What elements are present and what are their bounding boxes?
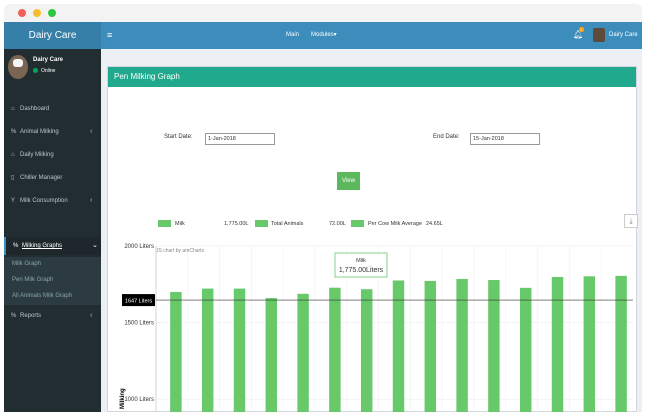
y-axis-title: Milking xyxy=(120,388,126,409)
legend-swatch-per-cow-average[interactable] xyxy=(351,220,364,227)
bar xyxy=(583,276,596,412)
bar xyxy=(551,276,564,412)
sidebar-item-label: Dashboard xyxy=(20,106,50,112)
sidebar-item-label: Chiller Manager xyxy=(20,175,63,181)
brand-logo[interactable]: Dairy Care xyxy=(4,22,101,49)
profile-avatar xyxy=(8,55,28,79)
end-date-input[interactable]: 15-Jan-2018 xyxy=(470,133,540,145)
window-titlebar xyxy=(4,4,642,22)
milking-graphs-submenu: Milk Graph Pen Milk Graph All Animals Mi… xyxy=(4,257,101,305)
legend-value-total-animals: 72.00L xyxy=(329,221,346,227)
sidebar: Dairy Care Online ⌂ Dashboard % Animal M… xyxy=(4,49,101,412)
legend-swatch-total-animals[interactable] xyxy=(255,220,268,227)
sidebar-item-dashboard[interactable]: ⌂ Dashboard xyxy=(4,100,101,118)
filter-icon: Y xyxy=(11,198,16,204)
tooltip-box xyxy=(334,252,388,278)
legend-value-per-cow-average: 24.65L xyxy=(426,221,443,227)
chart-credit: JS chart by amCharts xyxy=(156,248,205,254)
sidebar-item-label: Daily Milking xyxy=(20,152,54,158)
end-date-label: End Date: xyxy=(433,134,460,140)
submenu-item-milk-graph[interactable]: Milk Graph xyxy=(12,261,42,267)
nav-modules-dropdown[interactable]: Modules▾ xyxy=(311,32,337,38)
bar xyxy=(488,280,500,412)
bell-icon[interactable]: 🔔︎ xyxy=(573,30,584,39)
bar xyxy=(201,288,214,412)
nav-main-link[interactable]: Main xyxy=(286,32,300,38)
app: Dairy Care ≡ Main Modules▾ 🔔︎ 1 Dairy Ca… xyxy=(4,22,642,412)
cursor-value-label: 1647 Liters xyxy=(125,298,152,304)
milk-bar-chart: 2000 Liters 1500 Liters 1000 Liters 1647 Li… xyxy=(120,244,633,412)
download-icon[interactable]: ⤓ xyxy=(624,214,638,228)
notification-badge: 1 xyxy=(579,27,584,32)
legend-label-per-cow-average: Per Cow Milk Average xyxy=(368,221,423,227)
submenu-item-all-animals-milk-graph[interactable]: All Animals Milk Graph xyxy=(12,293,73,299)
tooltip-series: Milk xyxy=(356,258,366,264)
bar xyxy=(424,280,437,412)
sidebar-item-label: Milking Graphs xyxy=(22,243,63,249)
sidebar-item-label: Animal Milking xyxy=(20,129,59,135)
bar xyxy=(615,275,627,412)
minimize-window-icon[interactable] xyxy=(33,9,41,17)
bar xyxy=(519,287,532,412)
pen-milking-graph-panel: Pen Milking Graph Start Date: 1-Jan-2018… xyxy=(107,66,638,412)
start-date-input[interactable]: 1-Jan-2018 xyxy=(205,133,275,145)
user-avatar[interactable] xyxy=(593,28,605,42)
maximize-window-icon[interactable] xyxy=(48,9,56,17)
cursor-value-box xyxy=(122,294,155,307)
submenu-item-pen-milk-graph[interactable]: Pen Milk Graph xyxy=(12,277,54,283)
sidebar-item-animal-milking[interactable]: % Animal Milking ‹ xyxy=(4,123,101,141)
tooltip-value: 1,775.00Liters xyxy=(339,267,384,274)
bar xyxy=(265,298,278,412)
sidebar-item-reports[interactable]: % Reports ‹ xyxy=(4,307,101,325)
bar xyxy=(297,293,309,412)
pie-chart-icon: % xyxy=(11,129,17,135)
y-tick-label: 1000 Liters xyxy=(124,397,154,403)
bar xyxy=(170,291,182,412)
pie-chart-icon: % xyxy=(11,313,17,319)
sidebar-item-label: Reports xyxy=(20,313,42,319)
legend-label-total-animals: Total Animals xyxy=(271,221,304,227)
bar xyxy=(329,287,341,412)
view-button[interactable]: View xyxy=(337,172,360,190)
profile-name: Dairy Care xyxy=(33,57,64,63)
bar xyxy=(456,278,468,412)
mobile-icon: ▯ xyxy=(11,175,15,181)
dashboard-icon: ⌂ xyxy=(11,152,15,158)
legend-value-milk: 1,775.00L xyxy=(224,221,249,227)
sidebar-item-daily-milking[interactable]: ⌂ Daily Milking xyxy=(4,146,101,164)
legend-swatch-milk[interactable] xyxy=(158,220,171,227)
online-status-icon xyxy=(33,68,38,73)
sidebar-item-milk-consumption[interactable]: Y Milk Consumption ‹ xyxy=(4,192,101,210)
top-navbar: Dairy Care ≡ Main Modules▾ 🔔︎ 1 Dairy Ca… xyxy=(4,22,642,49)
pie-chart-icon: % xyxy=(13,243,19,249)
chevron-left-icon: ‹ xyxy=(90,197,93,204)
y-tick-label: 1500 Liters xyxy=(124,321,154,327)
legend-label-milk: Milk xyxy=(175,221,185,227)
sidebar-item-label: Milk Consumption xyxy=(20,198,68,204)
dashboard-icon: ⌂ xyxy=(11,106,15,112)
panel-title: Pen Milking Graph xyxy=(108,67,636,87)
chevron-left-icon: ‹ xyxy=(90,312,93,319)
y-tick-label: 2000 Liters xyxy=(124,244,154,250)
sidebar-item-chiller-manager[interactable]: ▯ Chiller Manager xyxy=(4,169,101,187)
profile-status: Online xyxy=(41,68,56,74)
start-date-label: Start Date: xyxy=(164,134,193,140)
chevron-left-icon: ‹ xyxy=(90,128,93,135)
bar xyxy=(233,288,246,412)
sidebar-item-milking-graphs[interactable]: % Milking Graphs ⌄ xyxy=(4,237,101,255)
bar xyxy=(392,280,405,412)
user-menu[interactable]: Dairy Care xyxy=(609,32,638,38)
bar xyxy=(360,289,373,412)
sidebar-toggle-icon[interactable]: ≡ xyxy=(107,30,113,40)
close-window-icon[interactable] xyxy=(18,9,26,17)
chevron-down-icon: ⌄ xyxy=(92,242,98,249)
